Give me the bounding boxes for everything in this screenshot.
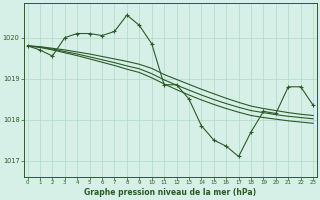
X-axis label: Graphe pression niveau de la mer (hPa): Graphe pression niveau de la mer (hPa) xyxy=(84,188,256,197)
